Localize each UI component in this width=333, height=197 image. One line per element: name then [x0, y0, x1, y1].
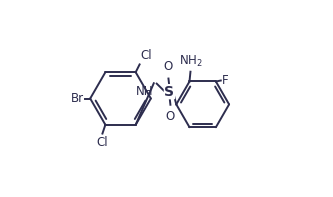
- Text: Cl: Cl: [140, 49, 152, 62]
- Text: Cl: Cl: [96, 136, 108, 149]
- Text: S: S: [165, 85, 174, 99]
- Text: NH: NH: [136, 85, 154, 98]
- Text: Br: Br: [71, 92, 84, 105]
- Text: O: O: [164, 60, 173, 73]
- Text: O: O: [166, 110, 175, 123]
- Text: NH$_2$: NH$_2$: [178, 54, 202, 69]
- Text: F: F: [222, 74, 229, 87]
